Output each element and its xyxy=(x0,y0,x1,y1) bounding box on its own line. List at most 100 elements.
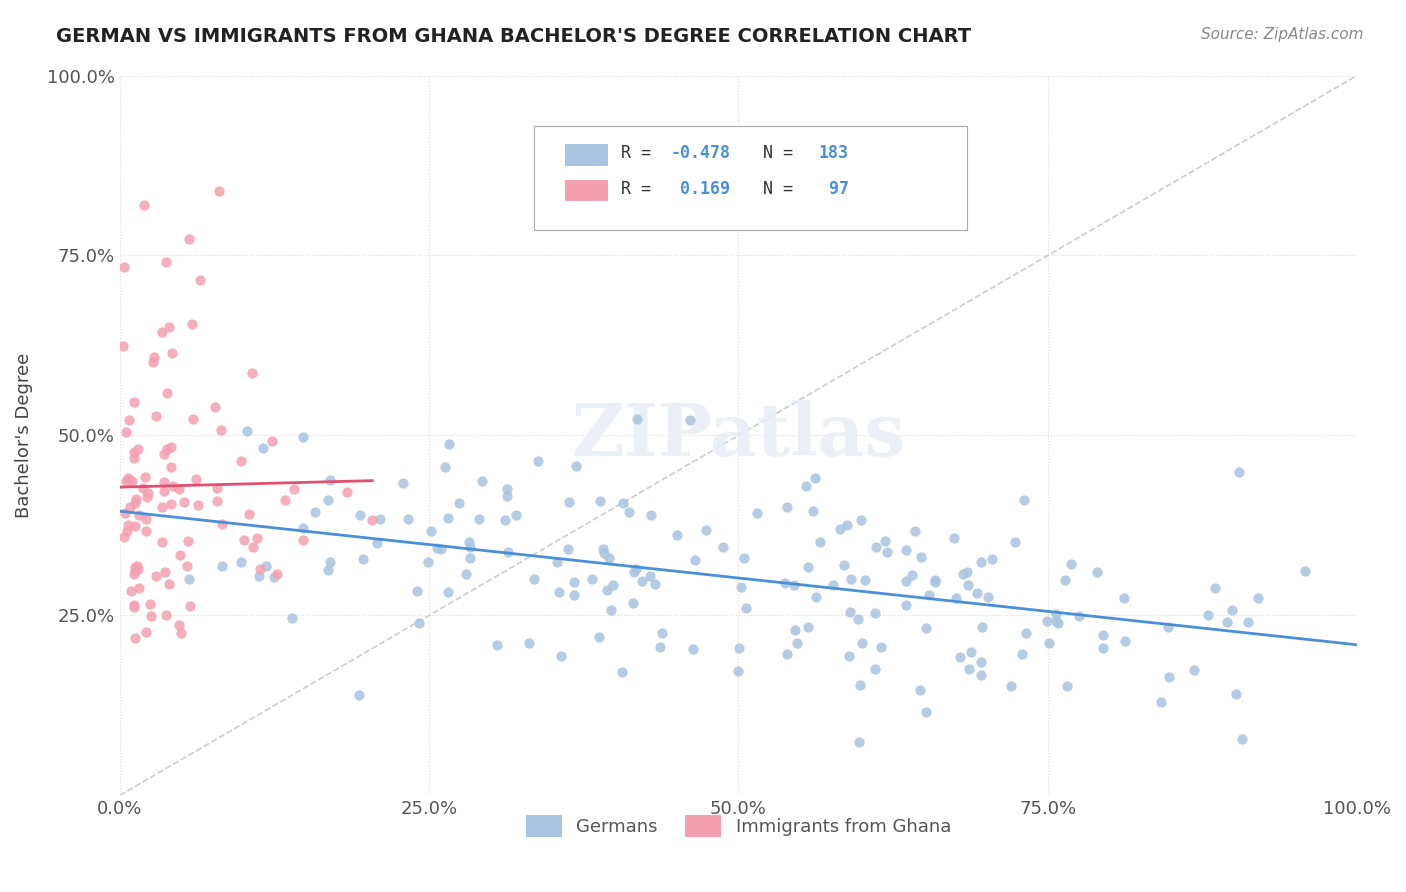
Point xyxy=(776,647,799,661)
Text: ZIPatlas: ZIPatlas xyxy=(571,400,905,471)
Point xyxy=(420,524,443,539)
Point xyxy=(1112,591,1135,606)
Point xyxy=(1004,534,1026,549)
Point xyxy=(336,484,359,499)
Point xyxy=(156,442,179,457)
Point xyxy=(426,541,449,555)
Point xyxy=(349,508,371,522)
Point xyxy=(682,641,704,656)
Point xyxy=(957,577,980,591)
Point xyxy=(1085,565,1108,579)
Point xyxy=(115,425,138,440)
Point xyxy=(1204,581,1226,595)
Point xyxy=(283,482,305,496)
Point xyxy=(683,553,706,567)
Point xyxy=(177,533,200,548)
Point xyxy=(977,590,1000,604)
Point xyxy=(111,339,134,353)
Point xyxy=(150,534,173,549)
Point xyxy=(124,496,146,510)
Point xyxy=(145,568,167,582)
Point xyxy=(624,562,647,576)
Point xyxy=(548,584,571,599)
Point xyxy=(959,645,981,659)
Point xyxy=(159,497,181,511)
Point xyxy=(134,198,156,212)
Point xyxy=(924,575,946,590)
Point xyxy=(318,563,340,577)
Point xyxy=(291,533,314,547)
Point xyxy=(260,434,283,448)
Point xyxy=(966,586,988,600)
Point xyxy=(1012,492,1035,507)
Point xyxy=(160,440,183,454)
Point xyxy=(117,470,139,484)
Point xyxy=(730,580,752,594)
Point xyxy=(517,636,540,650)
Point xyxy=(157,320,180,334)
Point xyxy=(458,540,481,554)
Point xyxy=(617,505,640,519)
Bar xyxy=(565,144,609,166)
Point xyxy=(801,503,824,517)
Point xyxy=(496,483,519,497)
Point xyxy=(1294,564,1316,578)
Point xyxy=(851,513,873,527)
Point xyxy=(468,512,491,526)
Point xyxy=(821,578,844,592)
Point xyxy=(471,474,494,488)
Point xyxy=(124,564,146,578)
Point xyxy=(240,366,263,380)
Point xyxy=(124,518,146,533)
Point xyxy=(621,596,644,610)
Point xyxy=(1227,465,1250,479)
Point xyxy=(848,734,870,748)
Point xyxy=(496,489,519,503)
Point xyxy=(458,551,481,566)
Point xyxy=(651,626,673,640)
Point xyxy=(291,520,314,534)
Point xyxy=(153,484,176,499)
Point xyxy=(124,559,146,574)
Point xyxy=(162,479,184,493)
Point xyxy=(121,474,143,488)
Point xyxy=(249,561,271,575)
Point xyxy=(797,559,820,574)
Point xyxy=(747,506,769,520)
Point xyxy=(447,496,470,510)
Point xyxy=(122,450,145,465)
Point xyxy=(775,576,797,591)
Point xyxy=(942,531,965,545)
Point xyxy=(846,612,869,626)
Point xyxy=(650,640,672,654)
Point xyxy=(894,598,917,612)
Point xyxy=(232,533,254,547)
Point xyxy=(956,566,979,580)
Point xyxy=(150,325,173,339)
Point xyxy=(896,574,918,588)
Point xyxy=(204,400,226,414)
Point xyxy=(1220,603,1243,617)
Point xyxy=(894,543,917,558)
Text: R =: R = xyxy=(621,180,661,198)
Point xyxy=(181,412,204,426)
Point xyxy=(238,507,260,521)
Point xyxy=(1054,573,1077,587)
Point xyxy=(361,513,384,527)
Point xyxy=(808,535,831,549)
Point xyxy=(229,454,252,468)
Point xyxy=(851,636,873,650)
Point xyxy=(498,544,520,558)
Y-axis label: Bachelor's Degree: Bachelor's Degree xyxy=(15,353,32,518)
Point xyxy=(1230,732,1253,747)
Point xyxy=(485,638,508,652)
Text: 97: 97 xyxy=(818,180,849,198)
Point xyxy=(117,517,139,532)
Point xyxy=(170,626,193,640)
Point xyxy=(153,565,176,579)
Point xyxy=(122,598,145,612)
Point xyxy=(523,572,546,586)
Point xyxy=(581,572,603,586)
Point xyxy=(644,576,666,591)
Point xyxy=(1038,636,1060,650)
